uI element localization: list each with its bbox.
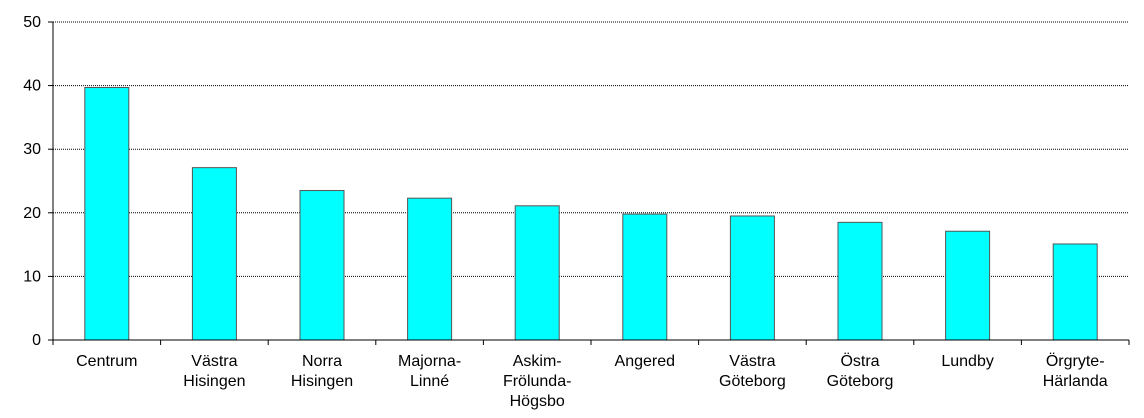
- bar: [1052, 243, 1098, 341]
- x-category-label-line: Linné: [410, 373, 449, 390]
- y-tick-label: 10: [23, 268, 41, 285]
- x-category-label: Askim- Frölunda- Högsbo: [503, 353, 571, 410]
- y-tick-label: 20: [23, 205, 41, 222]
- bar: [407, 197, 453, 341]
- x-category-label-line: Härlanda: [1043, 373, 1108, 390]
- x-category-label-line: Angered: [615, 353, 676, 370]
- x-category-label-line: Lundby: [941, 353, 994, 370]
- x-category-label: Centrum: [76, 353, 137, 370]
- x-category-labels: Centrum Västra Hisingen Norra Hisingen Majorn…: [76, 352, 1108, 410]
- bar: [945, 230, 991, 341]
- x-category-label-line: Högsbo: [510, 393, 565, 410]
- y-tick-label: 40: [23, 78, 41, 95]
- x-category-label: Angered: [615, 353, 676, 370]
- x-category-label-line: Frölunda-: [503, 373, 571, 390]
- axes: [48, 21, 1130, 345]
- bar: [514, 205, 560, 341]
- bar: [837, 221, 883, 341]
- x-category-label-line: Hisingen: [291, 373, 353, 390]
- x-category-label-line: Västra: [729, 353, 775, 370]
- x-category-label-line: Örgryte-: [1046, 352, 1105, 370]
- x-category-label-line: Hisingen: [183, 373, 245, 390]
- x-category-label: Lundby: [941, 353, 994, 370]
- bar: [622, 213, 668, 341]
- x-category-label-line: Göteborg: [719, 373, 786, 390]
- x-category-label-line: Västra: [191, 353, 237, 370]
- y-tick-label: 0: [32, 332, 41, 349]
- x-category-label: Norra Hisingen: [291, 353, 353, 390]
- x-category-label-line: Östra: [840, 352, 879, 370]
- x-category-label: Majorna- Linné: [398, 353, 461, 390]
- bar: [299, 190, 345, 341]
- x-category-label-line: Askim-: [513, 353, 562, 370]
- x-category-label: Östra Göteborg: [827, 352, 894, 390]
- bars: [84, 87, 1098, 341]
- y-tick-labels: 0 10 20 30 40 50: [23, 14, 41, 349]
- x-category-label-line: Centrum: [76, 353, 137, 370]
- x-category-label: Örgryte- Härlanda: [1043, 352, 1108, 390]
- x-category-label-line: Göteborg: [827, 373, 894, 390]
- y-tick-label: 50: [23, 14, 41, 31]
- x-category-label-line: Norra: [302, 353, 342, 370]
- x-category-label-line: Majorna-: [398, 353, 461, 370]
- x-category-label: Västra Hisingen: [183, 353, 245, 390]
- bar: [729, 215, 775, 341]
- bar: [84, 87, 130, 341]
- y-tick-label: 30: [23, 141, 41, 158]
- x-category-label: Västra Göteborg: [719, 353, 786, 390]
- bar: [191, 167, 237, 341]
